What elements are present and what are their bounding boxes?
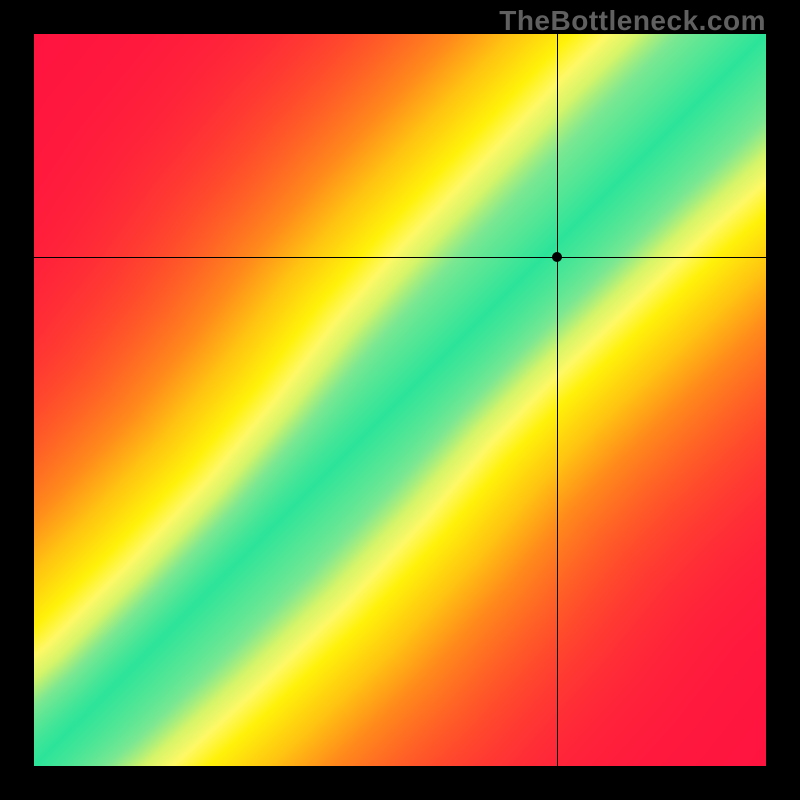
crosshair-marker (552, 252, 562, 262)
watermark-text: TheBottleneck.com (499, 5, 766, 37)
heatmap-plot (34, 34, 766, 766)
crosshair-vertical (557, 34, 558, 766)
heatmap-canvas (34, 34, 766, 766)
crosshair-horizontal (34, 257, 766, 258)
